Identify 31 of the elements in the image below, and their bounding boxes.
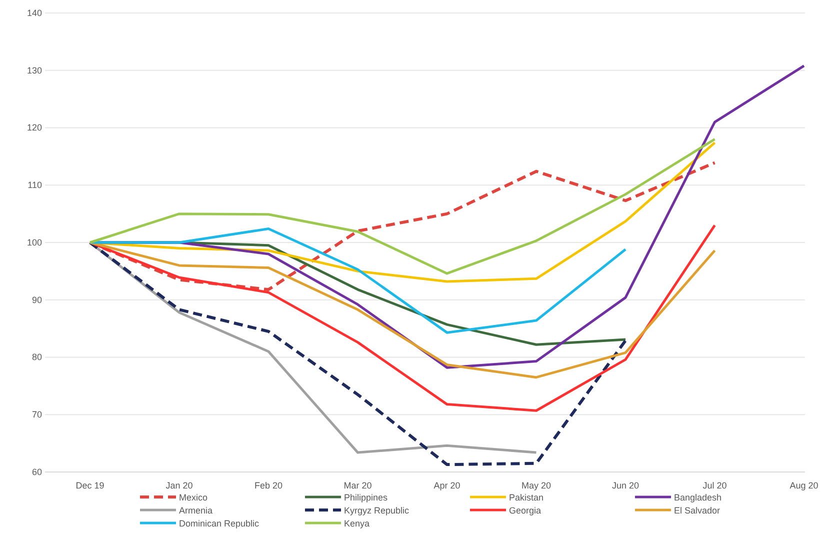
legend-label: Kenya: [344, 518, 370, 528]
x-tick-label: Apr 20: [434, 480, 460, 490]
x-tick-label: Jul 20: [702, 480, 727, 490]
y-tick-label: 70: [32, 410, 42, 420]
y-tick-label: 100: [26, 237, 42, 248]
y-tick-label: 120: [26, 122, 42, 133]
y-tick-label: 90: [32, 294, 42, 305]
legend-label: Dominican Republic: [179, 518, 260, 528]
x-tick-label: Aug 20: [790, 480, 818, 490]
legend-label: Kyrgyz Republic: [344, 506, 410, 516]
x-tick-label: Mar 20: [344, 480, 372, 490]
line-series: [88, 224, 716, 412]
y-tick-label: 110: [28, 180, 42, 190]
y-tick-label: 60: [32, 466, 42, 477]
y-tick-label: 130: [26, 65, 42, 76]
legend-label: Pakistan: [509, 492, 544, 502]
x-tick-label: May 20: [521, 480, 552, 490]
legend-label: Philippines: [344, 492, 388, 502]
y-tick-label: 80: [32, 352, 42, 362]
legend-label: Bangladesh: [674, 492, 722, 502]
x-tick-label: Jan 20: [166, 480, 193, 490]
x-tick-label: Feb 20: [254, 480, 283, 490]
x-tick-label: Dec 19: [76, 480, 104, 490]
x-tick-label: Jun 20: [612, 480, 640, 490]
legend-label: Armenia: [179, 506, 213, 516]
y-tick-label: 140: [26, 8, 42, 18]
legend-label: El Salvador: [674, 506, 720, 516]
line-series: [88, 227, 627, 334]
legend-label: Georgia: [509, 506, 542, 516]
legend-label: Mexico: [179, 492, 208, 502]
line-series: [88, 241, 627, 466]
